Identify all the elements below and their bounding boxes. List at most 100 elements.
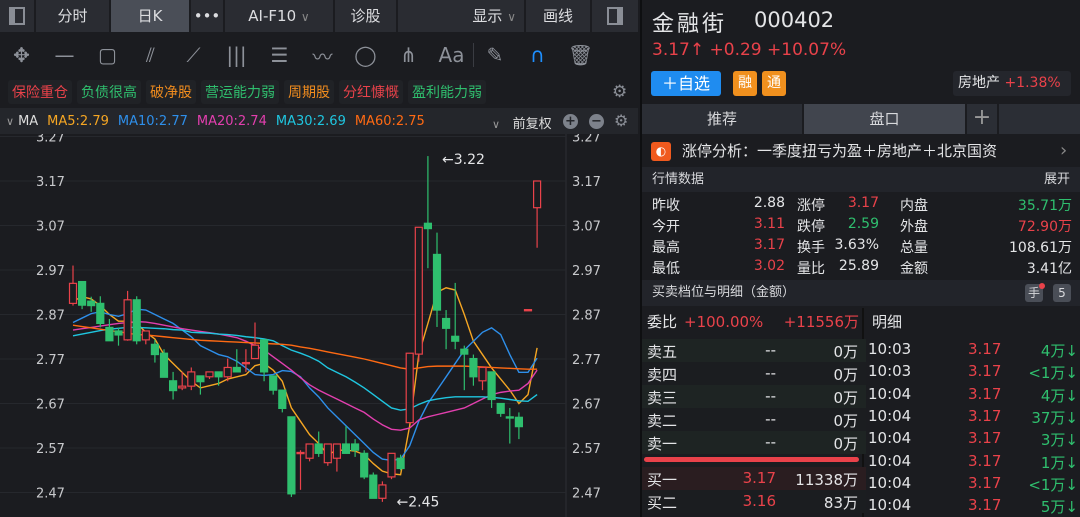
level-button[interactable]: 5 [1053, 284, 1071, 302]
tab-daily-k[interactable]: 日K [111, 0, 191, 32]
price-change-pct: +10.07% [767, 40, 847, 60]
hand-unit-button[interactable]: 手 [1025, 284, 1043, 302]
bid-volume: 83万 [823, 494, 858, 512]
adjust-dropdown[interactable]: ∨ 前复权 [492, 113, 561, 132]
bid-row: 买二 3.16 83万 [642, 490, 866, 513]
quote-row: 昨收 2.88 涨停 3.17 内盘 35.71万 [652, 195, 1077, 216]
add-tab-button[interactable]: + [967, 104, 997, 134]
detail-title: 明细 [872, 313, 903, 331]
candle-body [105, 326, 114, 342]
candle [351, 439, 360, 457]
candle [87, 296, 96, 312]
y-tick-label-right: 2.87 [572, 309, 601, 324]
candle [169, 371, 178, 400]
last-price: 3.17↑ [652, 40, 705, 60]
candle [414, 226, 423, 362]
stock-tag[interactable]: 分红慷慨 [339, 80, 403, 104]
quote-value: 3.41亿 [1026, 261, 1072, 277]
chart-top-bar: 分时 日K ••• AI-F10 ∨ 诊股 显示 ∨ 画线 [0, 0, 638, 32]
y-tick-label-left: 2.87 [36, 309, 65, 324]
collapse-chevron-icon[interactable]: ∨ [6, 114, 15, 128]
text-icon[interactable]: Aa [438, 43, 465, 67]
ask-volume: 0万 [833, 389, 858, 407]
candlestick-chart[interactable]: 3.27 3.27 3.17 3.17 3.07 3.07 2.97 2.97 2.87 2.87… [0, 134, 638, 517]
limit-up-analysis[interactable]: ◐ 涨停分析：一季度扭亏为盈＋房地产＋北京国资 › [642, 136, 1080, 166]
price-annotation: ←3.22 [442, 152, 485, 168]
quote-value: 2.59 [847, 216, 879, 232]
sector-link[interactable]: 房地产 +1.38% [953, 71, 1071, 96]
quote-label: 昨收 [652, 198, 680, 214]
price-annotation: ←2.45 [397, 494, 440, 510]
tick-volume: 3万↓ [1040, 431, 1078, 450]
ma-line-ma20 [72, 320, 538, 431]
candle-body [278, 389, 287, 409]
candle-body [332, 443, 341, 459]
candle [150, 339, 159, 363]
display-dropdown[interactable]: 显示 ∨ [398, 0, 526, 32]
stock-tag[interactable]: 营运能力弱 [201, 80, 279, 104]
move-icon[interactable]: ✥ [13, 43, 30, 67]
tick-time: 10:04 [868, 384, 912, 403]
stock-tag[interactable]: 周期股 [284, 80, 334, 104]
magnet-icon[interactable]: ∩ [530, 43, 545, 67]
tags-settings-gear-icon[interactable]: ⚙ [612, 82, 628, 102]
quote-panel: 金融街 000402 3.17↑ +0.29 +10.07% ＋自选 融 通 房… [640, 0, 1080, 517]
tab-recommend[interactable]: 推荐 [642, 104, 802, 134]
candle-body [387, 452, 396, 478]
ma-value-3: MA30:2.69 [275, 113, 346, 129]
trade-tick-row: 10:04 3.17 <1万↓ [868, 473, 1080, 495]
bid-label: 买一 [647, 471, 678, 489]
wave-icon[interactable]: 〰 [312, 44, 333, 69]
candle-body [123, 299, 132, 341]
line-icon[interactable]: — [54, 43, 75, 67]
trade-tick-row: 10:04 3.17 37万↓ [868, 406, 1080, 428]
trash-icon[interactable]: 🗑 [567, 43, 594, 67]
stock-tags: 保险重仓 负债很高 破净股 营运能力弱 周期股 分红慷慨 盈利能力弱 [8, 80, 486, 104]
y-tick-label-left: 2.67 [36, 398, 65, 413]
stock-tag[interactable]: 盈利能力弱 [408, 80, 486, 104]
fan-icon[interactable]: ⫽ [146, 43, 155, 67]
zoom-out-icon[interactable]: − [589, 114, 604, 129]
stock-tag[interactable]: 负债很高 [77, 80, 141, 104]
pitchfork-icon[interactable]: ⋔ [400, 43, 417, 67]
tick-volume: <1万↓ [1028, 475, 1078, 494]
zoom-in-icon[interactable]: + [563, 114, 578, 129]
candle-body [532, 180, 542, 209]
y-tick-label-left: 3.27 [36, 134, 65, 146]
ask-price: -- [765, 433, 776, 451]
diagnose-button[interactable]: 诊股 [335, 0, 398, 32]
stock-tag[interactable]: 保险重仓 [8, 80, 72, 104]
stock-tag[interactable]: 破净股 [146, 80, 196, 104]
gann-icon[interactable]: ☰ [270, 43, 289, 67]
parallel-lines-icon[interactable]: ||| [226, 43, 247, 67]
ma-label[interactable]: MA [18, 113, 39, 129]
candle-body [77, 280, 87, 306]
toggle-left-panel-button[interactable] [0, 0, 36, 32]
rectangle-icon[interactable]: ▢ [98, 43, 117, 67]
circle-icon[interactable]: ◯ [354, 43, 377, 67]
indicator-settings-gear-icon[interactable]: ⚙ [614, 111, 629, 130]
y-tick-label-right: 3.07 [572, 220, 601, 235]
candle-body [414, 226, 423, 355]
candle-body [460, 348, 469, 355]
bid-price: 3.16 [742, 492, 776, 510]
candle [469, 354, 478, 386]
candle [487, 371, 496, 408]
candle-body [241, 361, 250, 365]
ai-f10-dropdown[interactable]: AI-F10 ∨ [225, 0, 335, 32]
segment-icon[interactable]: ⟋ [186, 43, 201, 67]
draw-lines-button[interactable]: 画线 [526, 0, 592, 32]
trade-tick-row: 10:04 3.17 1万↓ [868, 451, 1080, 473]
candle [423, 156, 432, 269]
candle [341, 426, 351, 454]
tab-order-book[interactable]: 盘口 [804, 104, 965, 134]
more-button[interactable]: ••• [191, 0, 225, 32]
expand-button[interactable]: 展开 [1043, 172, 1070, 187]
ask-volume: 0万 [833, 366, 858, 384]
eraser-icon[interactable]: ✎ [473, 43, 516, 67]
candle-body [141, 330, 150, 341]
tab-intraday[interactable]: 分时 [36, 0, 111, 32]
add-watchlist-button[interactable]: ＋自选 [651, 71, 721, 96]
toggle-right-panel-button[interactable] [592, 0, 638, 32]
tick-time: 10:04 [868, 451, 912, 470]
